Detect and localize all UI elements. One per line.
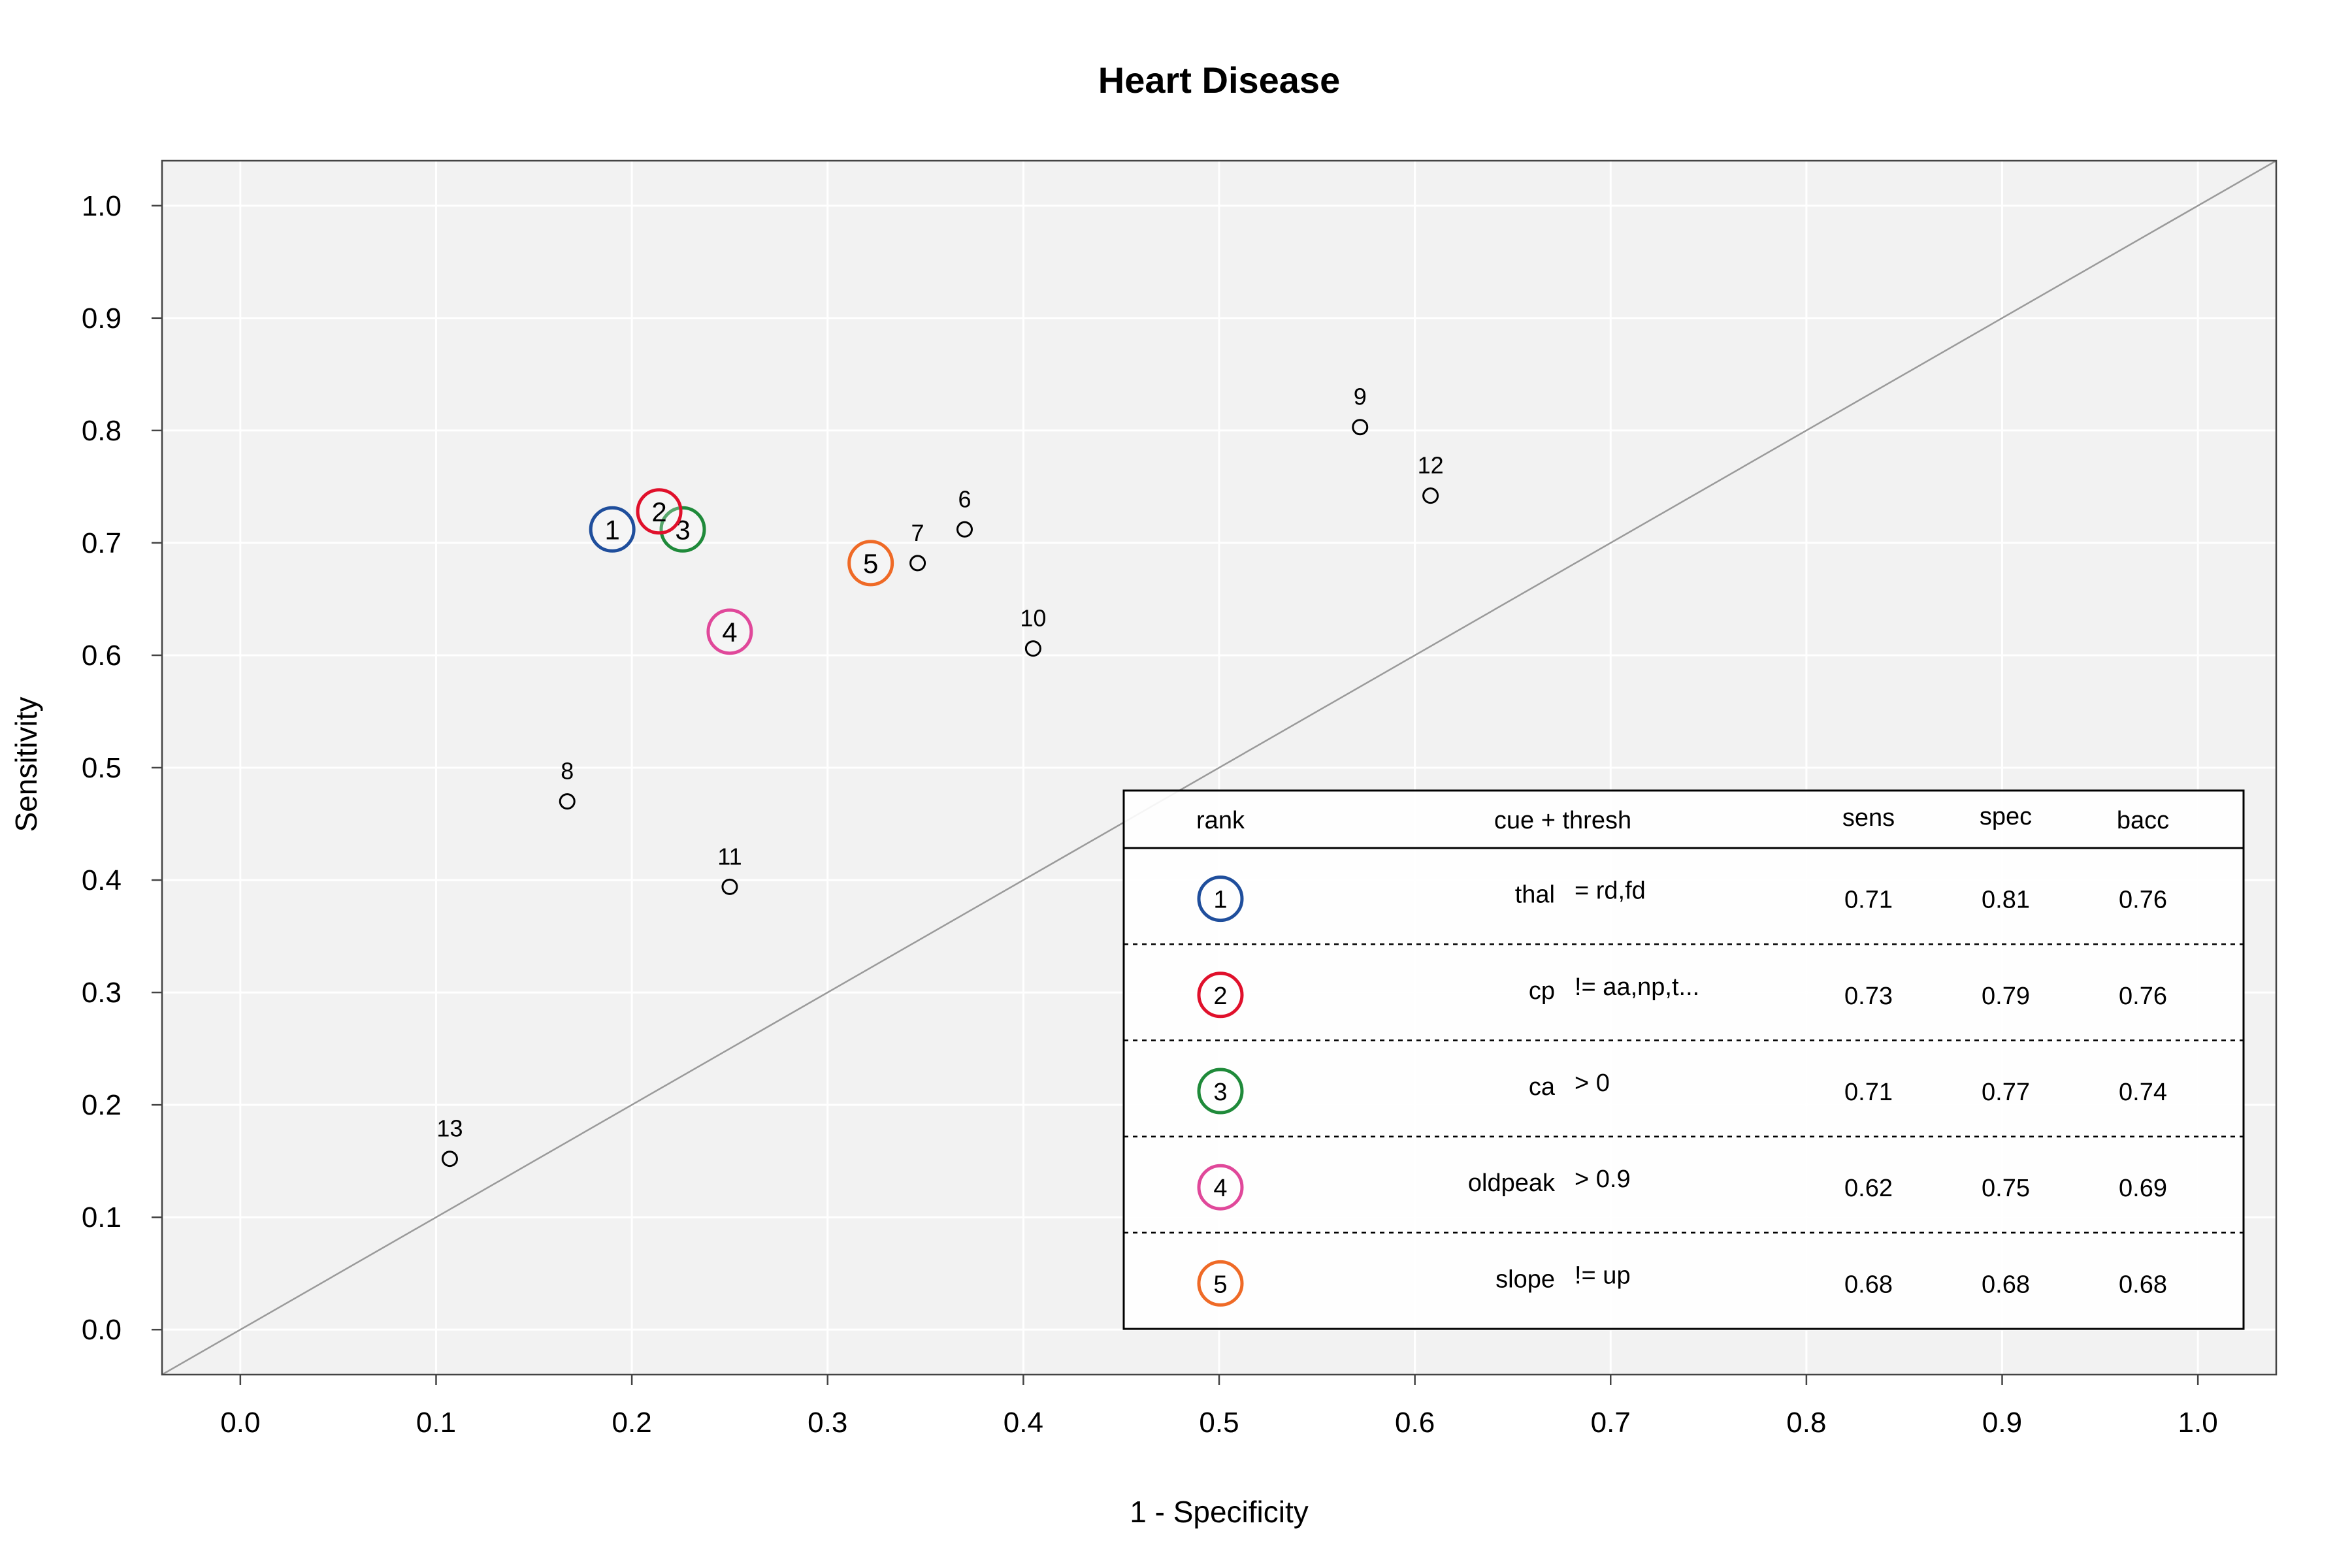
table-cue-threshold: > 0.9 <box>1575 1166 1631 1193</box>
table-cue-threshold: > 0 <box>1575 1070 1610 1097</box>
x-tick-label: 0.8 <box>1786 1407 1826 1439</box>
table-spec-value: 0.77 <box>1982 1079 2030 1106</box>
y-tick-label: 1.0 <box>82 190 122 222</box>
table-cue-name: ca <box>1529 1073 1556 1101</box>
table-sens-value: 0.62 <box>1844 1175 1893 1202</box>
cue-point-label: 10 <box>1020 605 1046 632</box>
table-cue-name: oldpeak <box>1468 1169 1556 1197</box>
table-sens-value: 0.71 <box>1844 1079 1893 1106</box>
cue-point-label: 12 <box>1418 452 1444 479</box>
table-cue-name: thal <box>1515 881 1555 909</box>
x-tick-label: 0.5 <box>1199 1407 1239 1439</box>
x-tick-label: 1.0 <box>2178 1407 2218 1439</box>
top-cue-point <box>659 506 706 553</box>
x-tick-label: 0.2 <box>612 1407 652 1439</box>
table-rank-circle <box>1197 972 1244 1019</box>
cue-point-label: 9 <box>1354 384 1367 410</box>
x-tick-label: 0.6 <box>1395 1407 1435 1439</box>
table-spec-value: 0.68 <box>1982 1271 2030 1298</box>
top-cue-rank-label: 2 <box>651 497 666 527</box>
table-frame <box>1122 789 2245 1330</box>
table-header-rank: rank <box>1196 807 1245 834</box>
y-tick-label: 0.3 <box>82 977 122 1009</box>
table-rank-number: 3 <box>1213 1079 1227 1106</box>
table-cue-threshold: != up <box>1575 1262 1631 1289</box>
cue-point-label: 11 <box>717 843 742 870</box>
table-rank-number: 2 <box>1213 983 1227 1010</box>
top-cue-rank-label: 4 <box>722 617 737 647</box>
table-rank-number: 1 <box>1213 887 1227 914</box>
table-header-spec: spec <box>1980 803 2032 830</box>
cue-point <box>559 793 576 810</box>
y-tick-label: 0.7 <box>82 527 122 559</box>
x-tick-label: 0.1 <box>416 1407 456 1439</box>
table-rank-circle <box>1197 1164 1244 1211</box>
y-tick-label: 0.4 <box>82 864 122 896</box>
cue-point-label: 6 <box>958 485 971 512</box>
cue-point-label: 13 <box>436 1115 463 1142</box>
y-axis-title: Sensitivity <box>9 696 43 832</box>
table-sens-value: 0.68 <box>1844 1271 1893 1298</box>
y-tick-label: 0.5 <box>82 752 122 784</box>
cue-point <box>1352 419 1369 436</box>
x-tick-label: 0.3 <box>808 1407 847 1439</box>
table-spec-value: 0.81 <box>1982 887 2030 914</box>
table-bacc-value: 0.68 <box>2119 1271 2167 1298</box>
table-rank-number: 5 <box>1213 1271 1227 1298</box>
chart-title: Heart Disease <box>1098 59 1340 101</box>
x-tick-label: 0.0 <box>220 1407 260 1439</box>
cue-point <box>909 555 926 572</box>
table-bacc-value: 0.76 <box>2119 887 2167 914</box>
table-spec-value: 0.79 <box>1982 983 2030 1010</box>
table-rank-number: 4 <box>1213 1175 1227 1202</box>
chance-diagonal-line <box>161 159 2277 1376</box>
table-cue-threshold: = rd,fd <box>1575 877 1646 905</box>
x-tick-label: 0.7 <box>1591 1407 1631 1439</box>
top-cue-rank-label: 1 <box>604 514 619 545</box>
table-bacc-value: 0.76 <box>2119 983 2167 1010</box>
table-cue-name: slope <box>1495 1266 1555 1293</box>
table-bacc-value: 0.69 <box>2119 1175 2167 1202</box>
table-bacc-value: 0.74 <box>2119 1079 2167 1106</box>
table-spec-value: 0.75 <box>1982 1175 2030 1202</box>
top-cue-point <box>589 506 636 553</box>
y-tick-label: 0.2 <box>82 1089 122 1121</box>
cue-point <box>721 878 738 895</box>
y-tick-label: 0.0 <box>82 1314 122 1346</box>
table-rank-circle <box>1197 1260 1244 1307</box>
table-rank-circle <box>1197 1068 1244 1115</box>
y-tick-label: 0.8 <box>82 415 122 447</box>
cue-point-label: 8 <box>561 758 574 785</box>
y-tick-label: 0.1 <box>82 1201 122 1233</box>
table-header-sens: sens <box>1842 804 1895 832</box>
top-cue-rank-label: 5 <box>863 548 878 579</box>
table-sens-value: 0.73 <box>1844 983 1893 1010</box>
table-rank-circle <box>1197 875 1244 923</box>
table-cue-name: cp <box>1529 977 1555 1005</box>
cue-point <box>1422 487 1439 504</box>
y-tick-label: 0.6 <box>82 640 122 672</box>
cue-point <box>956 521 973 538</box>
cue-point <box>441 1151 458 1168</box>
x-tick-label: 0.4 <box>1004 1407 1043 1439</box>
cue-point <box>1024 640 1041 657</box>
table-sens-value: 0.71 <box>1844 887 1893 914</box>
top-cue-point <box>706 608 753 655</box>
table-cue-threshold: != aa,np,t... <box>1575 973 1699 1001</box>
top-cue-point <box>847 540 894 587</box>
top-cue-point <box>636 488 683 535</box>
cue-table: rank cue + thresh sens spec bacc 1 thal = rd,fd… <box>1122 789 2245 1330</box>
x-axis-title: 1 - Specificity <box>1130 1495 1309 1529</box>
x-tick-label: 0.9 <box>1982 1407 2022 1439</box>
table-header-bacc: bacc <box>2117 807 2169 834</box>
cue-point-label: 7 <box>911 519 924 546</box>
table-header-cue-thresh: cue + thresh <box>1494 807 1631 834</box>
y-tick-label: 0.9 <box>82 302 122 335</box>
